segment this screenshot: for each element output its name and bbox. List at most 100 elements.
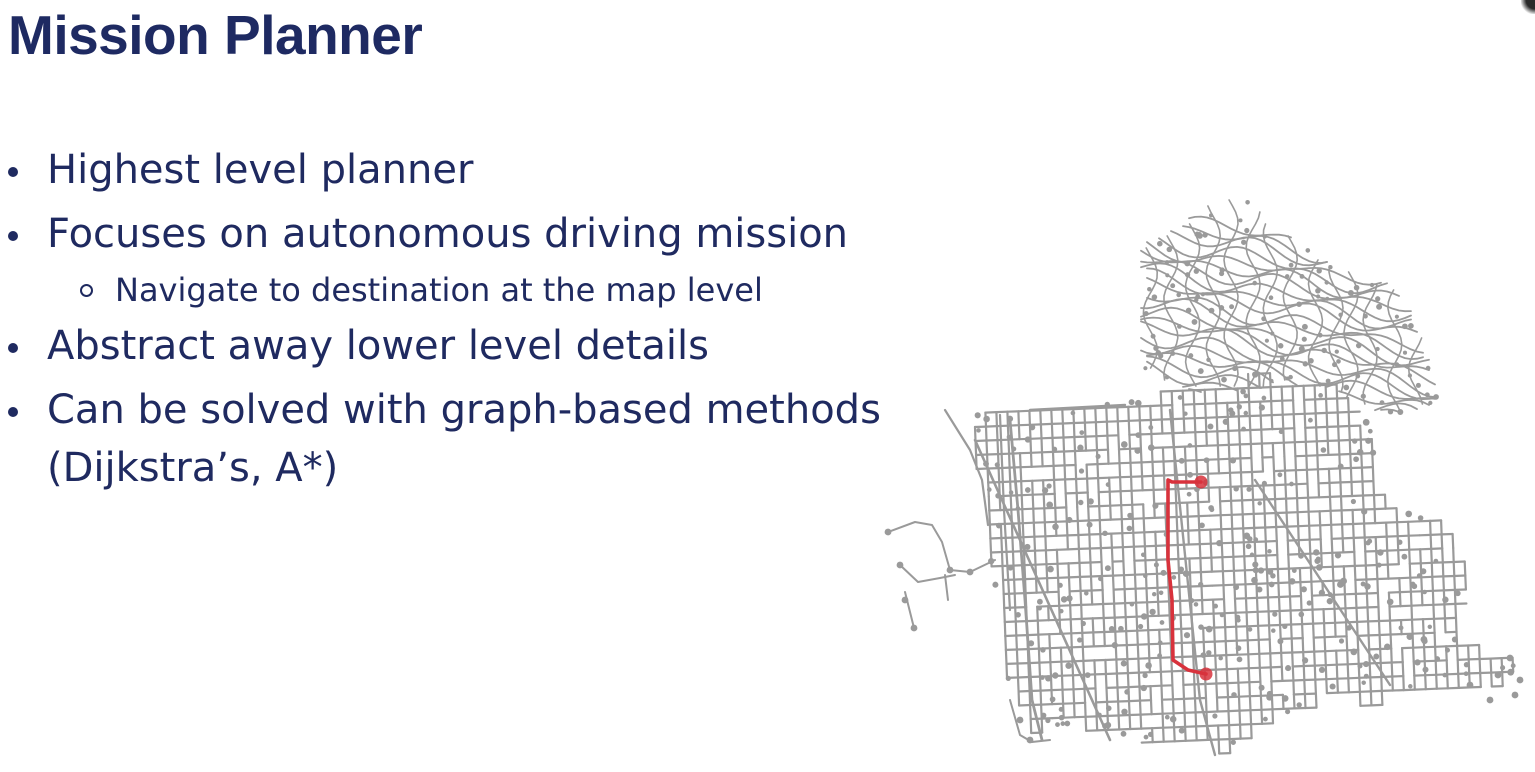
road-segment (1295, 482, 1309, 486)
road-segment (1214, 654, 1217, 671)
road-segment (1073, 702, 1076, 719)
road-segment (1360, 466, 1374, 469)
road-segment (1120, 518, 1124, 535)
road-node (1045, 675, 1052, 682)
road-segment (1074, 463, 1078, 481)
road-node (1055, 722, 1060, 727)
road-segment (1346, 649, 1349, 666)
road-segment (1180, 627, 1183, 644)
road-segment (1240, 484, 1254, 488)
road-segment (1052, 464, 1056, 481)
road-segment (1379, 661, 1393, 665)
road-node (1143, 311, 1149, 317)
road-node (1360, 393, 1366, 399)
road-segment (1466, 644, 1470, 661)
road-segment (1044, 549, 1048, 566)
road-node (1212, 713, 1218, 719)
road-node (1422, 666, 1429, 673)
road-segment (1411, 646, 1415, 663)
road-node (1316, 564, 1323, 571)
road-segment (1092, 631, 1095, 648)
road-segment (1431, 589, 1435, 606)
road-segment (1064, 478, 1067, 495)
road-segment (1150, 712, 1164, 716)
road-segment (1137, 657, 1140, 674)
road-node (1016, 716, 1024, 724)
road-node (1087, 498, 1094, 505)
road-segment (1177, 571, 1181, 588)
road-segment (1236, 386, 1250, 390)
road-segment (1146, 296, 1424, 354)
road-node (1060, 596, 1068, 603)
road-segment (1003, 606, 1006, 624)
road-node (1028, 640, 1035, 647)
road-segment (1429, 533, 1433, 550)
road-node (1164, 714, 1170, 720)
road-node (1147, 286, 1152, 292)
road-segment (1136, 643, 1150, 646)
road-segment (1095, 715, 1099, 732)
road-segment (1292, 399, 1295, 416)
road-segment (1308, 538, 1312, 555)
road-segment (1078, 561, 1082, 578)
road-segment (1170, 390, 1174, 407)
road-node (1425, 365, 1431, 371)
road-node (1463, 671, 1469, 677)
road-segment (1083, 421, 1087, 438)
road-node (1277, 343, 1284, 349)
road-node (1176, 292, 1182, 298)
road-segment (1232, 569, 1246, 572)
road-segment (1356, 634, 1360, 651)
road-node (1059, 608, 1064, 614)
road-segment (1248, 414, 1252, 432)
road-segment (1310, 580, 1314, 597)
road-node (995, 492, 1001, 499)
road-segment (1054, 506, 1068, 509)
road-segment (1292, 678, 1306, 682)
road-node (1104, 565, 1111, 572)
road-node (1078, 499, 1084, 506)
road-segment (1385, 535, 1389, 552)
road-segment (1268, 624, 1271, 641)
road-segment (1140, 320, 1436, 386)
road-segment (1252, 512, 1256, 529)
road-segment (1323, 622, 1326, 639)
bullet-text: Focuses on autonomous driving mission (47, 211, 849, 257)
road-segment (1081, 631, 1084, 648)
road-segment (1067, 575, 1082, 579)
road-node (1298, 611, 1305, 618)
road-segment (1270, 414, 1274, 431)
road-node (1102, 723, 1108, 729)
road-segment (1294, 455, 1297, 472)
road-segment (1173, 739, 1187, 743)
road-segment (1267, 610, 1271, 627)
road-segment (1280, 385, 1284, 402)
road-segment (1195, 725, 1198, 742)
road-segment (1149, 404, 1163, 408)
road-segment (1338, 467, 1342, 484)
road-node (1151, 294, 1158, 300)
road-node (1401, 553, 1408, 560)
road-node (1355, 342, 1362, 349)
road-segment (1452, 560, 1466, 564)
road-segment (1397, 549, 1400, 566)
road-node (1347, 290, 1354, 296)
road-segment (1188, 388, 1202, 393)
road-segment (1411, 632, 1425, 635)
road-segment (1001, 564, 1005, 582)
road-segment (1326, 425, 1329, 442)
road-segment (1220, 542, 1224, 559)
road-segment (1336, 677, 1339, 694)
road-segment (1293, 427, 1296, 444)
road-segment (1070, 632, 1073, 649)
road-segment (1419, 561, 1433, 565)
road-segment (1094, 420, 1108, 424)
road-segment (1061, 422, 1065, 439)
road-node (1077, 637, 1083, 643)
road-segment (1224, 640, 1228, 657)
road-segment (1291, 385, 1295, 402)
road-segment (1303, 692, 1307, 710)
road-segment (1154, 544, 1168, 547)
road-segment (1137, 671, 1141, 688)
road-segment (1180, 641, 1184, 658)
